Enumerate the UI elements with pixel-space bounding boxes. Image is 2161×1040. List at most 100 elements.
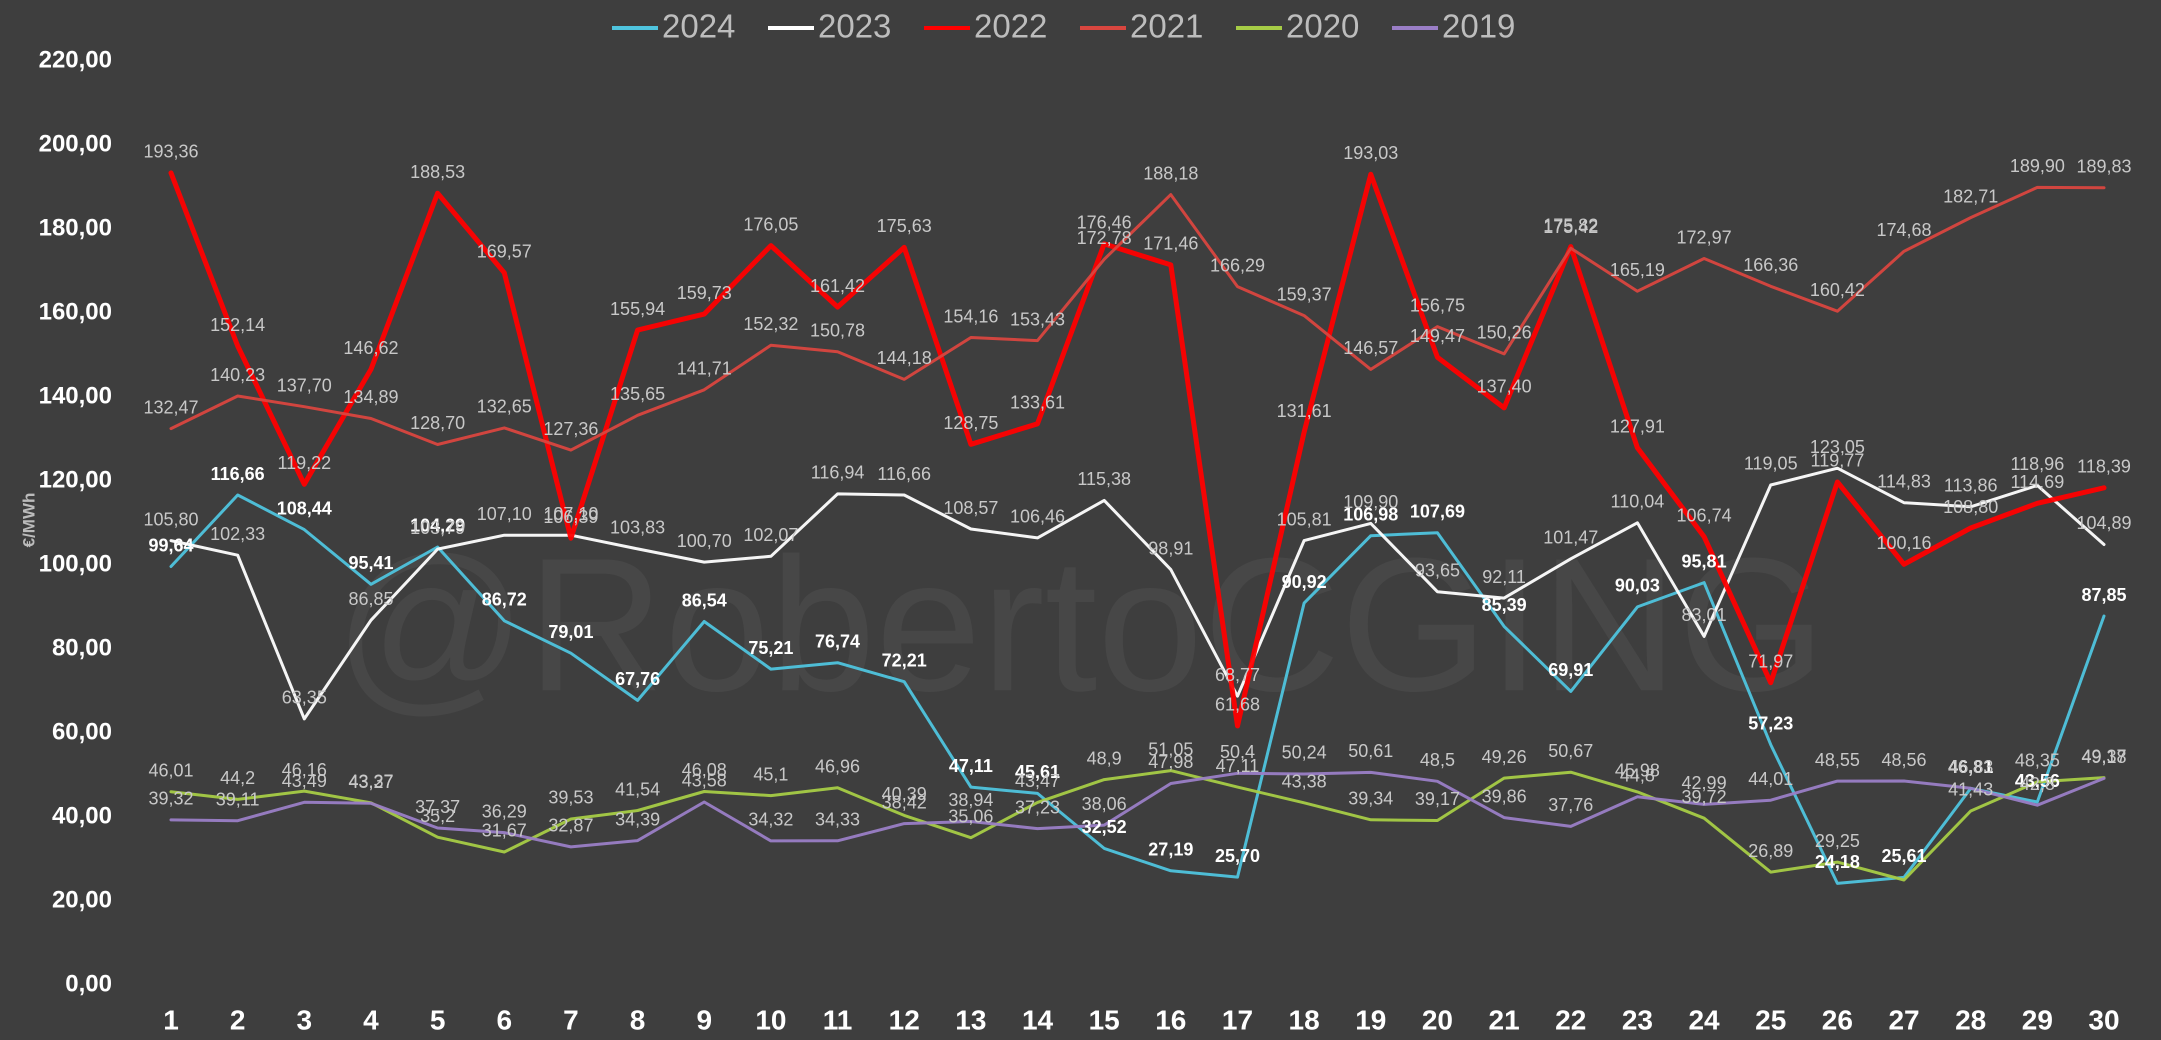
data-label: 31,67	[482, 821, 527, 841]
data-label: 39,34	[1348, 789, 1393, 809]
data-label: 189,90	[2010, 156, 2065, 176]
data-label: 39,17	[1415, 789, 1460, 809]
data-label: 39,11	[216, 789, 260, 809]
data-label: 115,38	[1077, 469, 1131, 489]
data-label: 39,32	[148, 789, 193, 809]
data-label: 152,32	[743, 314, 798, 334]
data-label: 46,81	[1948, 757, 1993, 777]
data-label: 39,72	[1682, 787, 1727, 807]
y-tick-label: 120,00	[39, 466, 112, 493]
data-label: 47,11	[949, 756, 993, 776]
x-tick-label: 18	[1289, 1004, 1320, 1035]
data-label: 45,61	[1015, 762, 1060, 782]
x-tick-label: 6	[496, 1004, 512, 1035]
series-line	[169, 770, 2106, 849]
data-label: 153,43	[1010, 309, 1065, 329]
data-label: 116,94	[811, 463, 865, 483]
y-tick-label: 200,00	[39, 130, 112, 157]
data-label: 37,37	[415, 797, 460, 817]
y-tick-label: 20,00	[52, 886, 112, 913]
legend-label: 2021	[1130, 8, 1203, 45]
data-label: 132,65	[477, 397, 532, 417]
x-tick-label: 27	[1888, 1004, 1919, 1035]
data-label: 155,94	[610, 299, 665, 319]
data-label: 150,26	[1477, 323, 1532, 343]
y-tick-label: 60,00	[52, 718, 112, 745]
data-label: 159,73	[677, 283, 732, 303]
data-label: 109,90	[1343, 492, 1398, 512]
data-label: 34,32	[748, 810, 793, 830]
data-label: 45,98	[1615, 761, 1660, 781]
data-label: 189,83	[2076, 156, 2131, 176]
data-label: 37,76	[1548, 795, 1593, 815]
data-label: 175,63	[877, 216, 932, 236]
data-label: 106,74	[1677, 505, 1732, 525]
data-label: 93,65	[1415, 560, 1460, 580]
x-tick-label: 1	[163, 1004, 179, 1035]
x-tick-label: 9	[696, 1004, 712, 1035]
data-label: 46,83	[1948, 757, 1993, 777]
data-label: 106,46	[1010, 507, 1065, 527]
series-line	[169, 466, 2106, 721]
data-label: 92,11	[1482, 567, 1526, 587]
data-label: 36,29	[482, 801, 527, 821]
data-label: 175,82	[1543, 215, 1598, 235]
data-label: 137,70	[277, 375, 332, 395]
x-tick-label: 14	[1022, 1004, 1054, 1035]
legend-label: 2023	[818, 8, 891, 45]
data-label: 44,8	[1620, 766, 1655, 786]
y-tick-label: 220,00	[39, 46, 112, 73]
data-label: 113,86	[1944, 476, 1998, 496]
data-label: 51,05	[1148, 739, 1193, 759]
data-label: 100,70	[677, 531, 732, 551]
data-label: 49,18	[2081, 747, 2126, 767]
legend-label: 2022	[974, 8, 1047, 45]
data-label: 188,53	[410, 162, 465, 182]
data-label: 46,16	[282, 760, 327, 780]
data-label: 67,76	[615, 669, 660, 689]
data-label: 166,29	[1210, 255, 1265, 275]
data-label: 32,52	[1082, 817, 1127, 837]
data-label: 86,72	[482, 590, 527, 610]
data-label: 71,97	[1748, 651, 1793, 671]
data-label: 38,42	[882, 792, 927, 812]
x-tick-label: 24	[1688, 1004, 1720, 1035]
data-label: 86,85	[348, 589, 393, 609]
series-line	[169, 493, 2106, 885]
data-label: 171,46	[1143, 234, 1198, 254]
data-label: 108,44	[277, 498, 332, 518]
data-label: 146,57	[1343, 338, 1398, 358]
data-label: 35,06	[948, 806, 993, 826]
x-tick-label: 10	[755, 1004, 786, 1035]
data-label: 39,53	[548, 788, 593, 808]
data-label: 24,18	[1815, 852, 1860, 872]
x-tick-label: 25	[1755, 1004, 1786, 1035]
x-tick-label: 26	[1822, 1004, 1853, 1035]
data-label: 48,5	[1420, 750, 1455, 770]
data-label: 86,54	[682, 590, 727, 610]
data-label: 119,05	[1744, 454, 1798, 474]
data-label: 48,9	[1087, 748, 1122, 768]
data-label: 43,58	[682, 771, 727, 791]
data-label: 50,4	[1220, 742, 1255, 762]
series-line	[169, 185, 2106, 452]
data-label: 48,56	[1882, 750, 1927, 770]
x-tick-label: 28	[1955, 1004, 1986, 1035]
data-label: 107,10	[543, 504, 598, 524]
data-label: 134,89	[343, 387, 398, 407]
data-label: 135,65	[610, 384, 665, 404]
data-label: 47,98	[1148, 752, 1193, 772]
data-label: 57,23	[1748, 713, 1793, 733]
x-tick-label: 19	[1355, 1004, 1386, 1035]
data-label: 123,05	[1810, 437, 1865, 457]
data-label: 41,54	[615, 779, 660, 799]
legend-label: 2020	[1286, 8, 1359, 45]
data-label: 108,80	[1943, 497, 1998, 517]
data-label: 101,47	[1543, 528, 1598, 548]
data-label: 75,21	[748, 638, 793, 658]
data-label: 141,71	[677, 359, 732, 379]
data-label: 27,19	[1148, 840, 1193, 860]
data-label: 46,96	[815, 757, 860, 777]
data-label: 46,01	[148, 761, 193, 781]
